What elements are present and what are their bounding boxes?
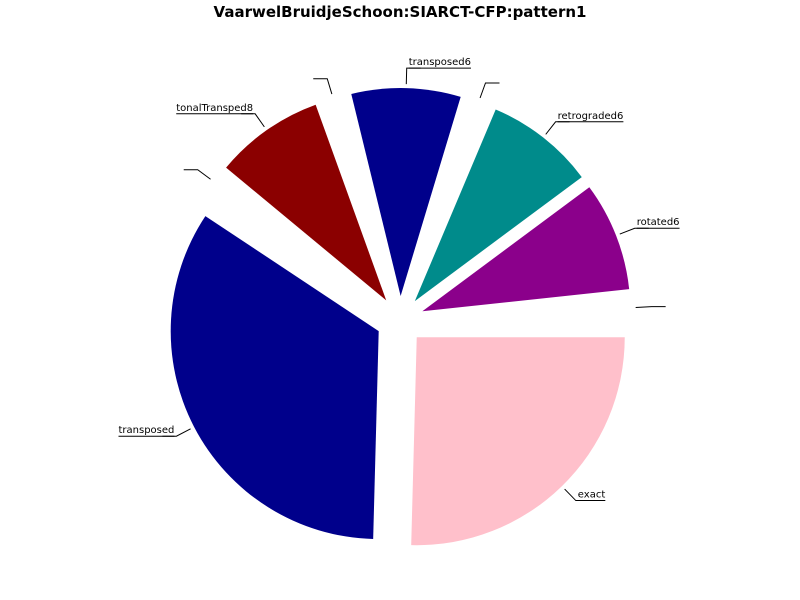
leader-line-blank-0 (635, 306, 666, 308)
leader-line-retrograded6 (545, 121, 570, 135)
labels-layer: rotated6 retrograded6 transposed6 tonalTran… (118, 57, 680, 502)
pie-slice-tonaltransped8 (226, 104, 387, 301)
slice-label-rotated6: rotated6 (637, 217, 680, 228)
pie-slice-transposed6 (351, 88, 461, 297)
slice-label-transposed6: transposed6 (409, 57, 471, 68)
slices-layer (170, 88, 632, 546)
pie-slice-blank-0 (423, 296, 632, 319)
pie-slice-retrograded6 (414, 109, 582, 302)
leader-line-blank-5 (313, 78, 333, 95)
pie-slice-exact (411, 337, 625, 546)
leader-line-tonaltransped8 (241, 113, 265, 128)
pie-slice-rotated6 (422, 187, 630, 312)
leader-line-blank-7 (183, 169, 211, 180)
pie-slice-blank-5 (322, 94, 394, 298)
leader-line-blank-3 (479, 82, 500, 99)
pie-slice-blank-3 (408, 98, 490, 298)
pie-slice-blank-7 (207, 172, 381, 306)
slice-label-exact: exact (578, 490, 606, 501)
leader-line-rotated6 (619, 227, 649, 235)
pie-slice-transposed (170, 216, 379, 539)
slice-label-tonaltransped8: tonalTransped8 (176, 103, 253, 114)
slice-label-retrograded6: retrograded6 (558, 111, 624, 122)
leader-line-transposed6 (405, 67, 421, 85)
chart-title: VaarwelBruidjeSchoon:SIARCT-CFP:pattern1 (213, 3, 587, 21)
slice-label-transposed: transposed (118, 425, 174, 436)
